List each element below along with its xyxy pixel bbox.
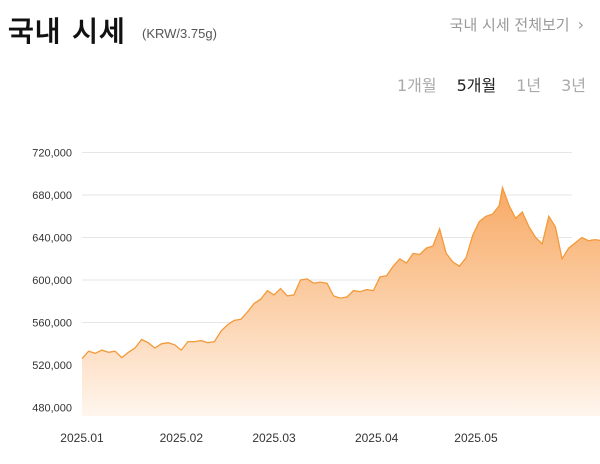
page-title: 국내 시세: [8, 15, 126, 48]
y-axis-labels: 480,000 520,000 560,000 600,000 640,000 680,0…: [32, 148, 72, 415]
y-tick-label: 560,000: [32, 318, 72, 330]
tab-5-months[interactable]: 5개월: [456, 76, 497, 95]
y-tick-label: 640,000: [32, 233, 72, 245]
view-all-label: 국내 시세 전체보기: [449, 16, 570, 34]
unit-label: (KRW/3.75g): [142, 26, 217, 41]
period-tabs: 1개월 5개월 1년 3년: [397, 72, 586, 96]
view-all-link[interactable]: 국내 시세 전체보기 ›: [450, 14, 584, 35]
tab-3-years[interactable]: 3년: [561, 76, 586, 95]
x-tick-label: 2025.04: [355, 431, 399, 445]
x-tick-label: 2025.05: [454, 431, 498, 445]
y-tick-label: 480,000: [32, 403, 72, 415]
y-tick-label: 600,000: [32, 275, 72, 287]
price-line: [81, 185, 600, 360]
x-tick-label: 2025.01: [60, 431, 104, 445]
x-tick-label: 2025.03: [252, 431, 296, 445]
tab-1-year[interactable]: 1년: [516, 76, 542, 95]
y-tick-label: 680,000: [32, 190, 72, 202]
y-tick-label: 520,000: [32, 360, 72, 372]
x-tick-label: 2025.02: [160, 431, 204, 445]
y-tick-label: 720,000: [32, 148, 72, 160]
price-chart: 480,000 520,000 560,000 600,000 640,000 680,0…: [32, 148, 600, 445]
chevron-right-icon: ›: [577, 15, 584, 34]
x-axis-labels: 2025.01 2025.02 2025.03 2025.04 2025.05: [60, 431, 498, 445]
tab-1-month[interactable]: 1개월: [396, 76, 437, 95]
header: 국내 시세 (KRW/3.75g) 국내 시세 전체보기 ›: [0, 0, 600, 60]
price-area: [82, 187, 600, 416]
